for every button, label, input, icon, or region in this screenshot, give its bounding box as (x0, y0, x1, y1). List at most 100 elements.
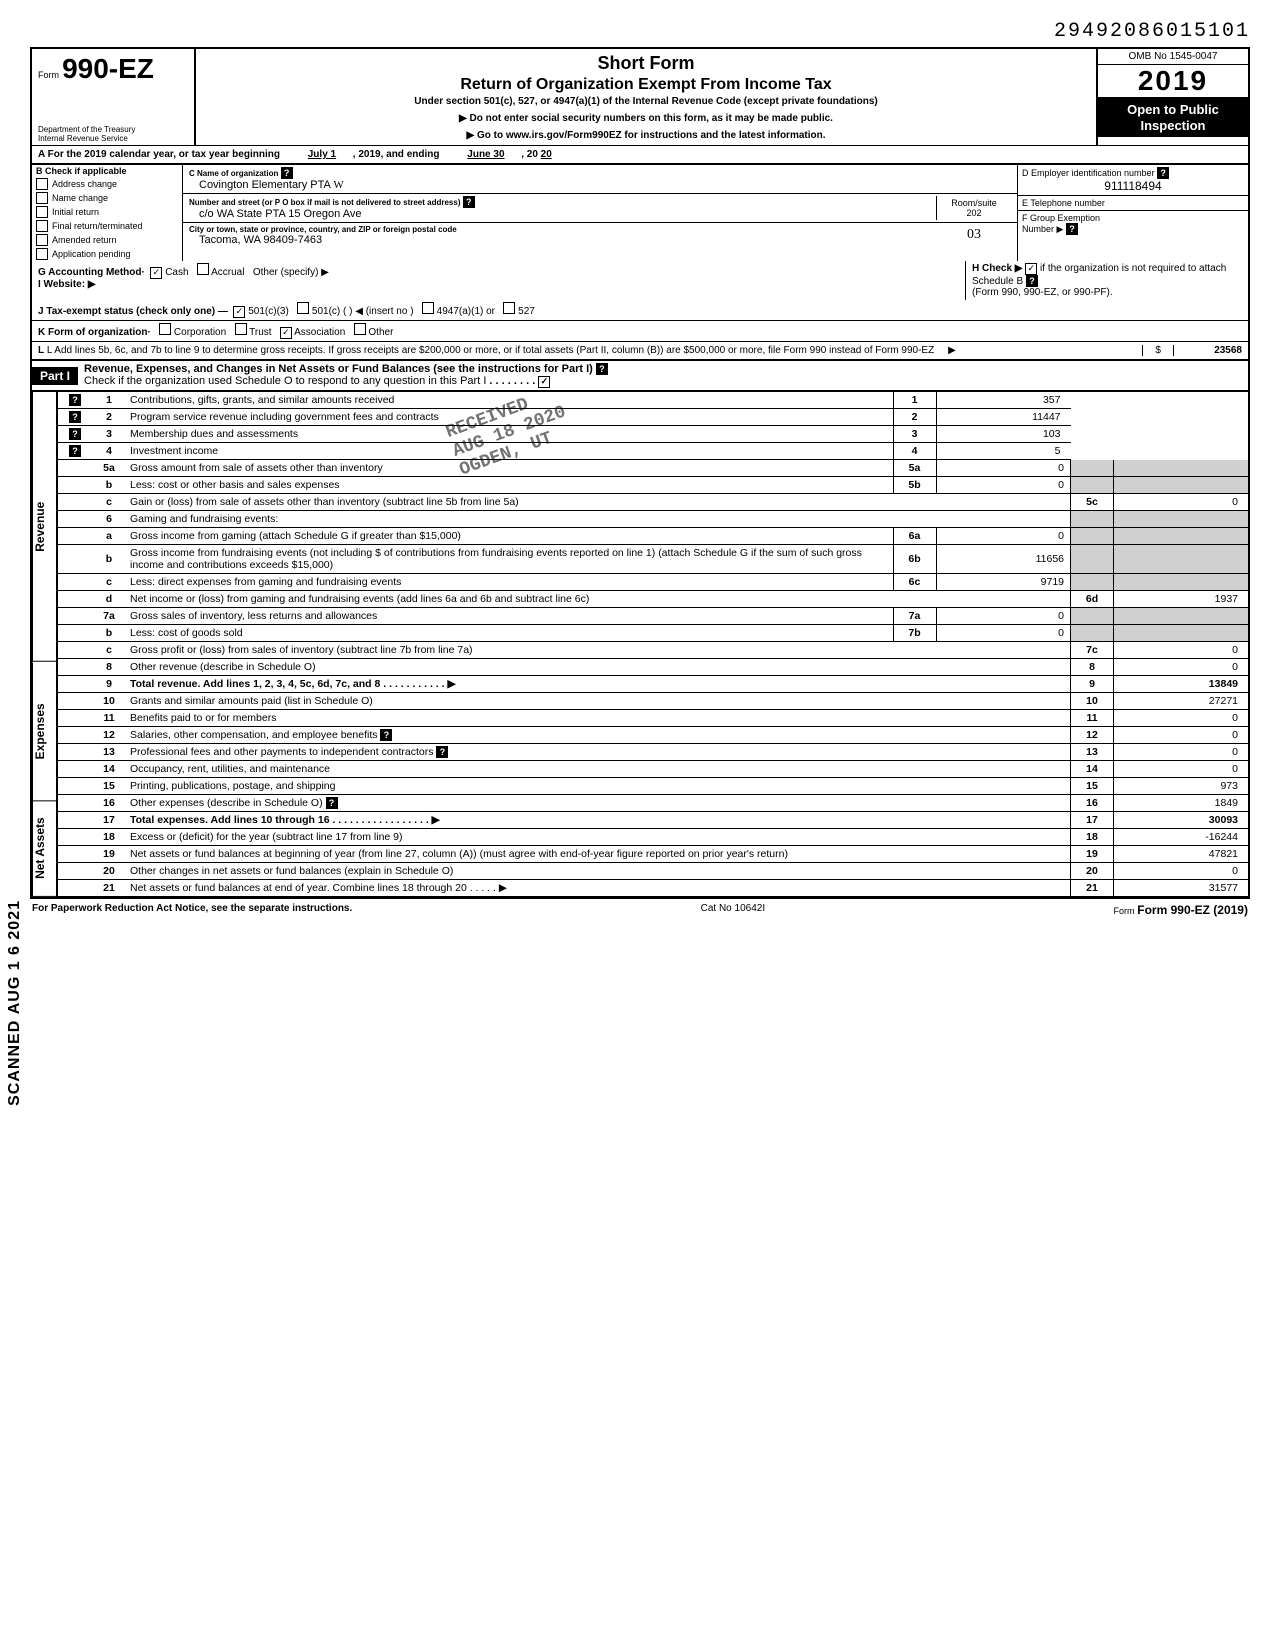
chk-address-change[interactable]: Address change (32, 177, 182, 191)
line-6: 6Gaming and fundraising events: (57, 511, 1249, 528)
line-17: 17Total expenses. Add lines 10 through 1… (57, 812, 1249, 829)
line-5c: cGain or (loss) from sale of assets othe… (57, 494, 1249, 511)
footer-left: For Paperwork Reduction Act Notice, see … (32, 903, 352, 917)
chk-label: Initial return (52, 207, 99, 217)
street-value: c/o WA State PTA 15 Oregon Ave (189, 208, 936, 220)
col-b-checkboxes: B Check if applicable Address change Nam… (32, 165, 183, 261)
help-icon[interactable]: ? (69, 428, 81, 440)
checkbox-icon[interactable]: ✓ (150, 267, 162, 279)
line-7b: bLess: cost of goods sold7b0 (57, 625, 1249, 642)
checkbox-icon[interactable] (354, 323, 366, 335)
line-16: 16Other expenses (describe in Schedule O… (57, 795, 1249, 812)
opt-corp: Corporation (174, 327, 226, 338)
row-l: L L Add lines 5b, 6c, and 7b to line 9 t… (30, 342, 1250, 361)
chk-label: Amended return (52, 235, 117, 245)
help-icon[interactable]: ? (326, 797, 338, 809)
checkbox-icon (36, 206, 48, 218)
chk-label: Final return/terminated (52, 221, 143, 231)
line-4: ?4Investment income45 (57, 443, 1249, 460)
opt-trust: Trust (249, 327, 271, 338)
form-number: 990-EZ (62, 53, 154, 84)
arrow-icon: ▶ (948, 345, 956, 356)
checkbox-icon[interactable] (422, 302, 434, 314)
help-icon[interactable]: ? (69, 411, 81, 423)
title-box: Short Form Return of Organization Exempt… (196, 49, 1098, 145)
checkbox-icon[interactable] (503, 302, 515, 314)
telephone-row: E Telephone number (1018, 196, 1248, 211)
right-header-box: OMB No 1545-0047 2019 Open to Public Ins… (1098, 49, 1248, 145)
checkbox-icon (36, 178, 48, 190)
opt-other: Other (368, 327, 393, 338)
opt-501c: 501(c) ( ) ◀ (insert no ) (312, 306, 414, 317)
group-exemption-label: F Group Exemption (1022, 213, 1100, 223)
main-title: Return of Organization Exempt From Incom… (204, 76, 1088, 94)
chk-final-return[interactable]: Final return/terminated (32, 219, 182, 233)
row-k-label: K Form of organization· (38, 327, 151, 338)
chk-label: Application pending (52, 249, 131, 259)
chk-initial-return[interactable]: Initial return (32, 205, 182, 219)
chk-application-pending[interactable]: Application pending (32, 247, 182, 261)
telephone-label: E Telephone number (1022, 198, 1105, 208)
line-8: 8Other revenue (describe in Schedule O)8… (57, 659, 1249, 676)
row-h-sub: (Form 990, 990-EZ, or 990-PF). (972, 287, 1113, 298)
help-icon[interactable]: ? (596, 363, 608, 375)
help-icon[interactable]: ? (281, 167, 293, 179)
tax-year: 2019 (1098, 65, 1248, 98)
part1-label: Part I (32, 367, 78, 385)
help-icon[interactable]: ? (463, 196, 475, 208)
org-name-label: C Name of organization (189, 169, 278, 178)
hand-03: 03 (937, 225, 1011, 246)
help-icon[interactable]: ? (69, 445, 81, 457)
short-form-title: Short Form (204, 53, 1088, 74)
checkbox-icon[interactable] (297, 302, 309, 314)
year-begin: July 1 (308, 149, 336, 160)
street-label: Number and street (or P O box if mail is… (189, 198, 460, 207)
line-table: ?1Contributions, gifts, grants, and simi… (56, 392, 1250, 897)
line-12: 12Salaries, other compensation, and empl… (57, 727, 1249, 744)
help-icon[interactable]: ? (380, 729, 392, 741)
ein-value: 911118494 (1022, 179, 1244, 193)
checkbox-icon[interactable]: ✓ (233, 306, 245, 318)
chk-name-change[interactable]: Name change (32, 191, 182, 205)
line-6c: cLess: direct expenses from gaming and f… (57, 574, 1249, 591)
form-prefix: Form (38, 70, 59, 80)
hand-suffix: W (333, 179, 343, 191)
line-9: 9Total revenue. Add lines 1, 2, 3, 4, 5c… (57, 676, 1249, 693)
checkbox-icon[interactable] (159, 323, 171, 335)
checkbox-icon[interactable] (197, 263, 209, 275)
part1-title-text: Revenue, Expenses, and Changes in Net As… (84, 363, 593, 375)
chk-amended-return[interactable]: Amended return (32, 233, 182, 247)
org-name-row: C Name of organization ? Covington Eleme… (183, 165, 1017, 194)
opt-501c3: 501(c)(3) (248, 306, 289, 317)
help-icon[interactable]: ? (69, 394, 81, 406)
city-row: City or town, state or province, country… (183, 223, 1017, 248)
room-label: Room/suite (939, 198, 1009, 208)
checkbox-icon[interactable]: ✓ (538, 376, 550, 388)
lines-wrap: RECEIVED AUG 18 2020 OGDEN, UT Revenue E… (30, 392, 1250, 897)
line-6b: bGross income from fundraising events (n… (57, 545, 1249, 574)
line-15: 15Printing, publications, postage, and s… (57, 778, 1249, 795)
help-icon[interactable]: ? (1157, 167, 1169, 179)
line-6d: dNet income or (loss) from gaming and fu… (57, 591, 1249, 608)
line-3: ?3Membership dues and assessments3103 (57, 426, 1249, 443)
instruction-2: ▶ Go to www.irs.gov/Form990EZ for instru… (204, 130, 1088, 141)
help-icon[interactable]: ? (436, 746, 448, 758)
line-1: ?1Contributions, gifts, grants, and simi… (57, 392, 1249, 409)
side-net-assets: Net Assets (32, 801, 56, 897)
instruction-1: ▶ Do not enter social security numbers o… (204, 113, 1088, 124)
entity-block: B Check if applicable Address change Nam… (30, 165, 1250, 261)
help-icon[interactable]: ? (1026, 275, 1038, 287)
checkbox-icon[interactable]: ✓ (280, 327, 292, 339)
help-icon[interactable]: ? (1066, 223, 1078, 235)
row-a-mid: , 2019, and ending (353, 149, 440, 160)
part1-header: Part I Revenue, Expenses, and Changes in… (30, 361, 1250, 392)
year-end: June 30 (467, 149, 504, 160)
cash-label: Cash (165, 267, 188, 278)
opt-4947: 4947(a)(1) or (437, 306, 495, 317)
checkbox-icon[interactable] (235, 323, 247, 335)
ein-row: D Employer identification number ? 91111… (1018, 165, 1248, 196)
page-footer: For Paperwork Reduction Act Notice, see … (30, 897, 1250, 921)
checkbox-icon[interactable]: ✓ (1025, 263, 1037, 275)
row-j-label: J Tax-exempt status (check only one) — (38, 306, 228, 317)
line-2: ?2Program service revenue including gove… (57, 409, 1249, 426)
